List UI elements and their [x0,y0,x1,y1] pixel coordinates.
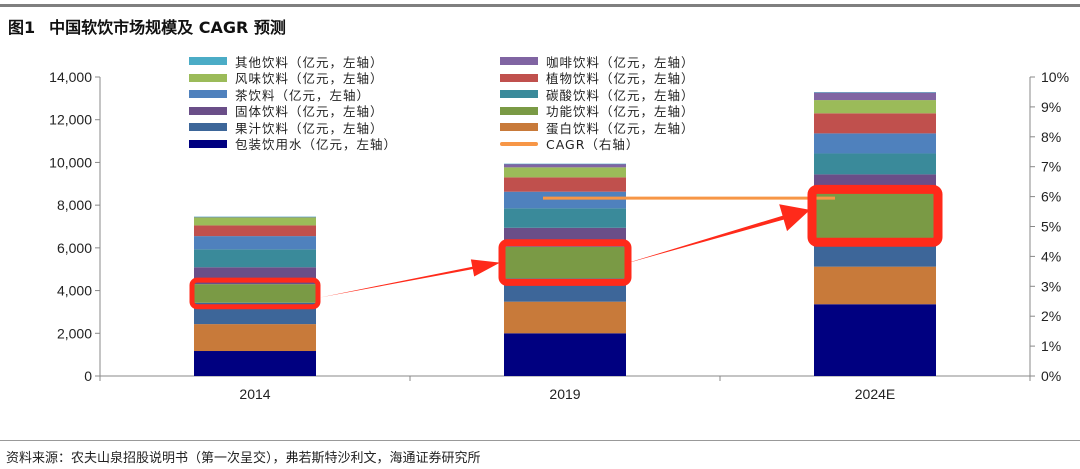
legend-swatch [500,90,538,99]
y2-tick-label: 9% [1041,99,1061,115]
legend-swatch [189,90,227,99]
bar-segment [814,153,936,175]
legend-swatch [500,106,538,115]
x-tick-label: 2019 [549,386,580,402]
bar-segment [814,113,936,134]
bar-segment [814,100,936,114]
legend-swatch [189,57,227,66]
legend-label: 其他饮料（亿元，左轴） [235,54,384,70]
legend-swatch [189,73,227,82]
y2-tick-label: 8% [1041,129,1061,145]
y2-tick-label: 5% [1041,219,1061,235]
bar-segment [504,191,626,209]
y2-tick-label: 3% [1041,278,1061,294]
bar-segment [504,301,626,334]
bar-segment [194,216,316,218]
top-divider [0,4,1080,7]
y-tick-label: 2,000 [57,325,92,341]
bar-segment [814,92,936,101]
bar-segment [504,208,626,228]
legend-item: 植物饮料（亿元，左轴） [500,70,695,87]
y-tick-label: 8,000 [57,197,92,213]
bar-segment [194,324,316,352]
y2-tick-label: 4% [1041,248,1061,264]
legend-swatch [500,73,538,82]
legend-item: CAGR（右轴） [500,136,695,153]
y-tick-label: 10,000 [49,154,92,170]
legend-swatch [189,106,227,115]
bar-segment [504,333,626,376]
y2-tick-label: 1% [1041,338,1061,354]
y-tick-label: 0 [84,368,92,384]
bar-segment [504,246,626,279]
y2-tick-label: 10% [1041,69,1069,85]
legend-item: 茶饮料（亿元，左轴） [189,86,397,103]
legend-label: 咖啡饮料（亿元，左轴） [546,54,695,70]
legend-label: 蛋白饮料（亿元，左轴） [546,120,695,136]
legend-label: 功能饮料（亿元，左轴） [546,104,695,120]
legend-right: 咖啡饮料（亿元，左轴） 植物饮料（亿元，左轴） 碳酸饮料（亿元，左轴） 功能饮料… [500,53,695,152]
legend-swatch [189,139,227,148]
y2-tick-label: 6% [1041,189,1061,205]
legend-swatch [189,123,227,132]
legend-item: 果汁饮料（亿元，左轴） [189,119,397,136]
legend-item: 功能饮料（亿元，左轴） [500,103,695,120]
figure-title: 图1 中国软饮市场规模及 CAGR 预测 [8,14,286,38]
bottom-divider [0,440,1080,441]
legend-item: 其他饮料（亿元，左轴） [189,53,397,70]
figure-title-text: 中国软饮市场规模及 CAGR 预测 [49,18,286,37]
legend-label: CAGR（右轴） [546,137,640,153]
bar-segment [194,236,316,250]
legend-item: 包装饮用水（亿元，左轴） [189,136,398,153]
y-tick-label: 4,000 [57,283,92,299]
legend-swatch [500,57,538,66]
legend-label: 茶饮料（亿元，左轴） [235,87,371,103]
legend-label: 植物饮料（亿元，左轴） [546,71,695,87]
legend-label: 包装饮用水（亿元，左轴） [235,137,398,153]
highlight-box [807,184,943,247]
legend-item: 固体饮料（亿元，左轴） [189,103,397,120]
bar-segment [814,266,936,305]
bar-segment [194,284,316,303]
y2-tick-label: 0% [1041,368,1061,384]
legend-left: 其他饮料（亿元，左轴） 风味饮料（亿元，左轴） 茶饮料（亿元，左轴） 固体饮料（… [189,53,397,152]
y-tick-label: 12,000 [49,112,92,128]
bar-segment [194,351,316,376]
legend-item: 风味饮料（亿元，左轴） [189,70,397,87]
figure-number: 图1 [8,18,36,37]
y-tick-label: 14,000 [49,69,92,85]
bar-segment [814,193,936,239]
bar-segment [814,92,936,93]
legend-item: 咖啡饮料（亿元，左轴） [500,53,695,70]
legend-label: 碳酸饮料（亿元，左轴） [546,87,695,103]
bar-segment [814,133,936,154]
bar-segment [194,249,316,268]
highlight-box [498,239,632,286]
highlight-box [189,277,321,310]
legend-item: 蛋白饮料（亿元，左轴） [500,119,695,136]
bar-segment [504,163,626,165]
bar-segment [194,217,316,226]
y-tick-label: 6,000 [57,240,92,256]
x-tick-label: 2024E [855,386,895,402]
y2-tick-label: 2% [1041,308,1061,324]
bar-segment [814,304,936,376]
trend-arrow [622,204,810,265]
bar-segment [504,163,626,168]
legend-item: 碳酸饮料（亿元，左轴） [500,86,695,103]
source-note: 资料来源：农夫山泉招股说明书（第一次呈交），弗若斯特沙利文，海通证券研究所 [6,451,481,466]
bar-segment [504,167,626,178]
bar-segment [194,225,316,237]
legend-label: 固体饮料（亿元，左轴） [235,104,384,120]
bar-segment [504,177,626,192]
legend-swatch-line [500,141,538,146]
legend-label: 风味饮料（亿元，左轴） [235,71,384,87]
y2-tick-label: 7% [1041,159,1061,175]
trend-arrow [320,259,500,298]
legend-label: 果汁饮料（亿元，左轴） [235,120,384,136]
x-tick-label: 2014 [239,386,270,402]
legend-swatch [500,123,538,132]
